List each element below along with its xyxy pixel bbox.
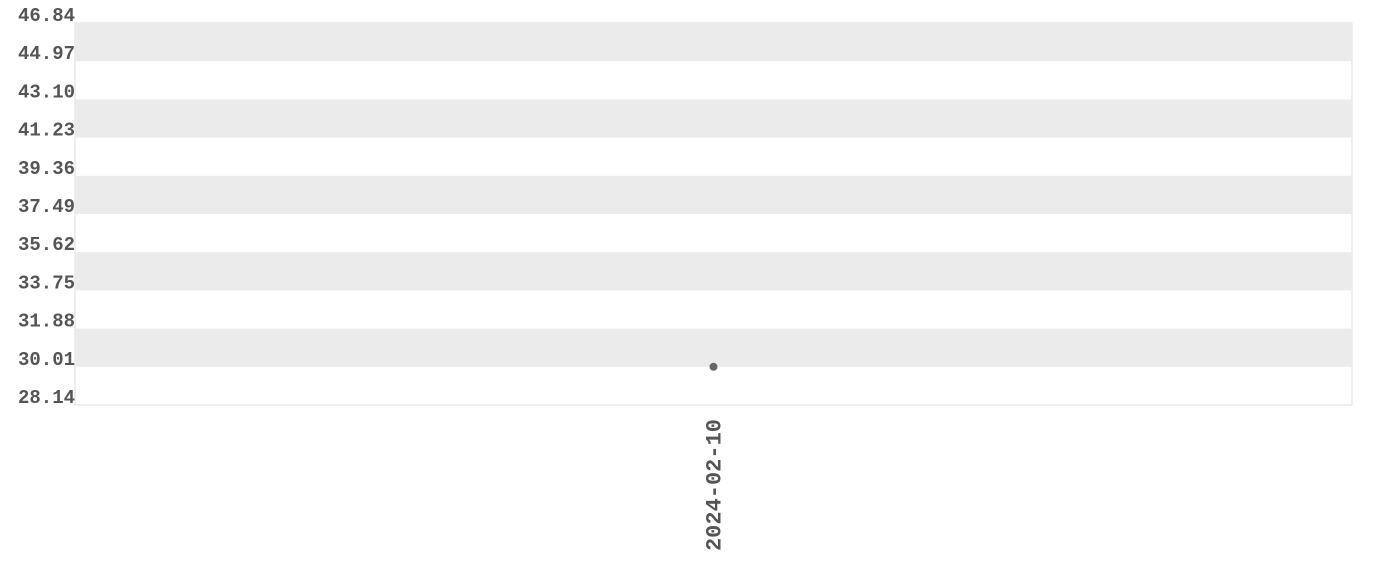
- point: [709, 362, 718, 371]
- grid-band: [75, 23, 1352, 62]
- y-tick-label: 35.62: [18, 234, 75, 256]
- y-tick-label: 39.36: [18, 158, 75, 180]
- y-tick-label: 46.84: [18, 5, 75, 27]
- y-tick-label: 37.49: [18, 196, 75, 218]
- grid-band: [75, 252, 1352, 291]
- y-tick-label: 41.23: [18, 120, 75, 142]
- y-tick-label: 31.88: [18, 311, 75, 333]
- grid-band: [75, 328, 1352, 367]
- y-tick-label: 43.10: [18, 81, 75, 103]
- y-tick-label: 30.01: [18, 349, 75, 371]
- x-tick-label: 2024-02-10: [702, 419, 727, 551]
- grid-band: [75, 99, 1352, 138]
- y-tick-label: 33.75: [18, 272, 75, 294]
- y-tick-label: 44.97: [18, 43, 75, 65]
- grid-band: [75, 175, 1352, 214]
- y-tick-label: 28.14: [18, 387, 75, 409]
